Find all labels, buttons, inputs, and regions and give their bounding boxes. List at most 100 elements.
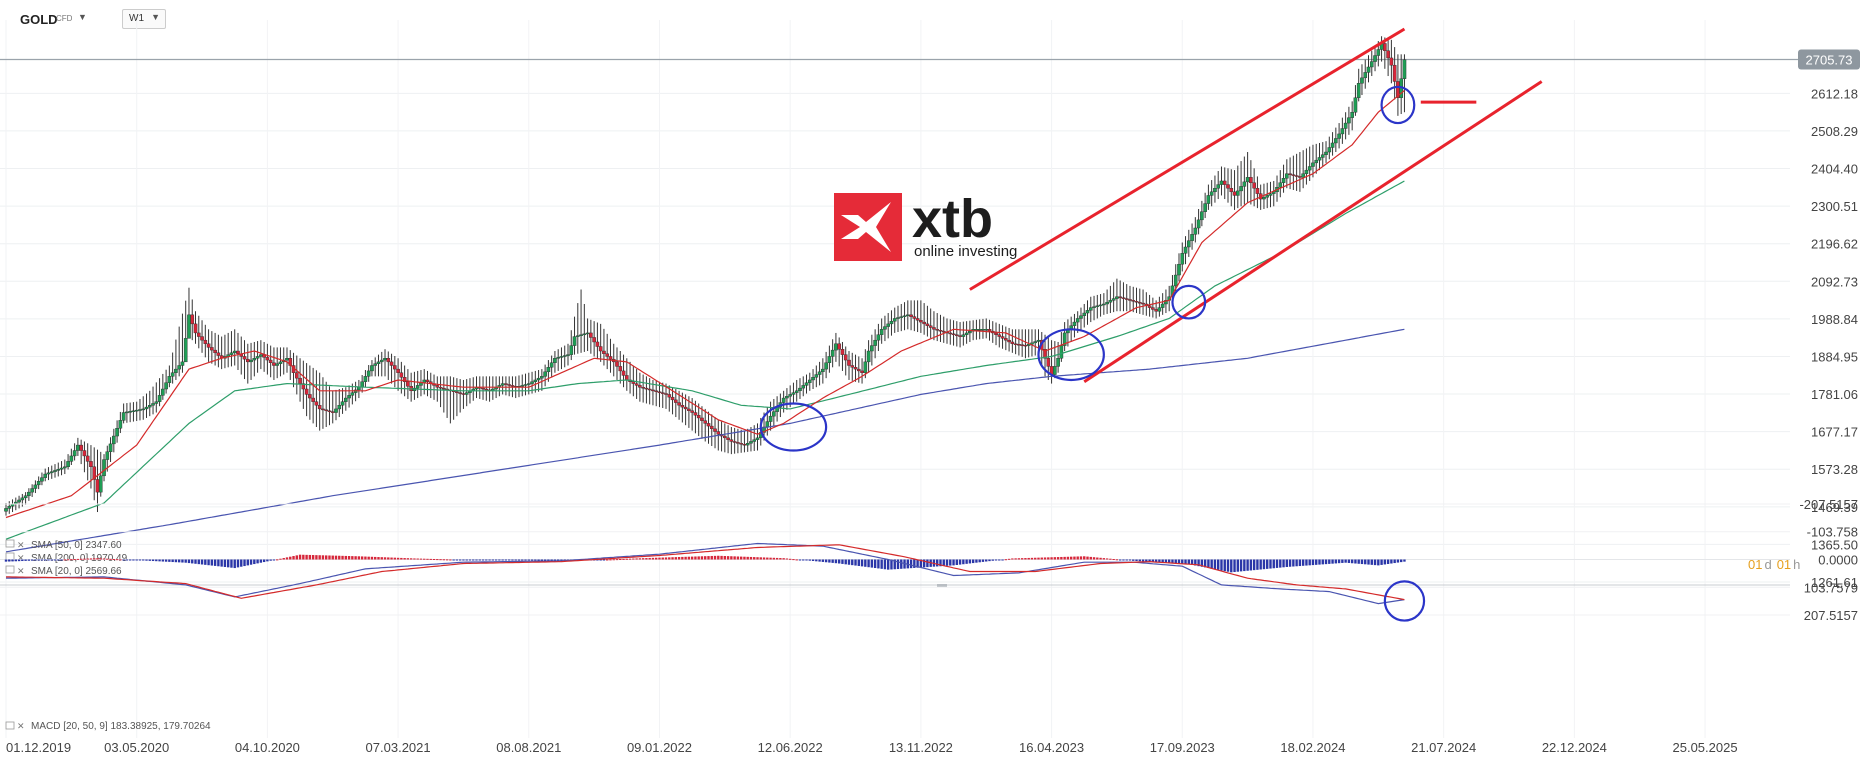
candle-body (1285, 173, 1289, 179)
indicator-remove-icon[interactable]: ✕ (17, 540, 25, 550)
macd-histogram-bar (690, 556, 694, 560)
highlight-circle[interactable] (1171, 284, 1207, 320)
macd-histogram-bar (1324, 559, 1328, 565)
symbol-dropdown-icon[interactable]: ▼ (78, 12, 87, 22)
candle-body (46, 472, 51, 475)
candle-body (1043, 349, 1047, 359)
macd-histogram-bar (1275, 559, 1279, 568)
candle-body (932, 327, 936, 330)
macd-histogram-bar (370, 556, 374, 560)
macd-histogram-bar (998, 559, 1001, 561)
indicator-remove-icon[interactable]: ✕ (17, 566, 25, 576)
candle-body (693, 412, 698, 416)
candle-body (1255, 188, 1260, 194)
xtb-logo: xtb online investing (834, 189, 1017, 261)
time-axis[interactable]: 01.12.2019 03.05.2020 04.10.2020 07.03.2021… (6, 740, 1738, 755)
candle-body (706, 423, 711, 427)
indicator-settings-icon[interactable] (5, 552, 15, 561)
macd-histogram-bar (396, 557, 400, 560)
macd-histogram-bar (240, 559, 243, 567)
candle-body (311, 397, 315, 402)
indicator-remove-icon[interactable]: ✕ (17, 553, 25, 563)
candle-body (1154, 309, 1158, 312)
macd-histogram-bar (1034, 557, 1037, 560)
candle-body (553, 358, 557, 363)
macd-histogram-bar (328, 555, 331, 560)
macd-histogram-bar (720, 555, 723, 560)
candle-body (595, 341, 600, 347)
candle-body (1314, 159, 1319, 164)
macd-histogram-bar (449, 559, 452, 561)
candle-body (196, 332, 201, 337)
macd-histogram-bar (142, 559, 145, 561)
macd-histogram-bar (632, 558, 635, 560)
macd-histogram-bar (488, 559, 491, 561)
candle-body (745, 443, 750, 446)
macd-histogram-bar (762, 557, 766, 560)
candle-body (834, 343, 838, 351)
macd-histogram-bar (357, 556, 361, 560)
macd-settings-icon[interactable] (5, 721, 15, 730)
candle-body (330, 411, 335, 413)
candle-body (664, 393, 668, 395)
candle-body (1033, 341, 1038, 344)
macd-histogram-bar (243, 559, 246, 567)
candle-body (928, 325, 933, 328)
macd-histogram-bar (841, 559, 844, 564)
candle-body (1092, 306, 1096, 308)
candle-body (618, 366, 623, 372)
macd-histogram-bar (1223, 559, 1226, 572)
candle-body (592, 337, 596, 343)
channel-lower-line[interactable] (1083, 80, 1543, 384)
macd-histogram-bar (700, 556, 704, 560)
indicator-settings-icon[interactable] (5, 539, 15, 548)
candle-body (1383, 43, 1387, 51)
highlight-circle[interactable] (1037, 328, 1105, 382)
macd-histogram-bar (63, 559, 67, 561)
macd-histogram-bar (1305, 559, 1308, 566)
candle-body (804, 382, 809, 386)
macd-histogram-bar (1135, 559, 1138, 562)
candle-body (713, 428, 717, 432)
indicator-settings-icon[interactable] (5, 565, 15, 574)
highlight-circle[interactable] (759, 402, 828, 452)
macd-histogram-bar (1174, 559, 1177, 564)
price-tick-label: 2404.40 (1811, 162, 1858, 177)
macd-histogram-bar (880, 559, 883, 569)
candle-body (1124, 298, 1129, 300)
candle-body (115, 428, 119, 437)
macd-histogram-bar (409, 558, 413, 560)
macd-histogram-bar (1328, 559, 1331, 564)
candle-body (1304, 169, 1309, 174)
candle-body (108, 443, 113, 452)
candle-body (1242, 181, 1247, 187)
macd-highlight-circle[interactable] (1383, 580, 1426, 622)
macd-axis[interactable]: 207.5157 103.7579 0.0000 -103.758 -207.5157 (1799, 497, 1858, 623)
macd-histogram-bar (1138, 559, 1141, 562)
macd-histogram-bar (119, 559, 122, 561)
candle-body (1226, 184, 1230, 189)
macd-histogram-bar (602, 559, 606, 561)
candle-body (461, 393, 466, 395)
macd-remove-icon[interactable]: ✕ (17, 721, 25, 731)
candle-body (161, 388, 165, 396)
candle-body (79, 444, 83, 451)
price-axis[interactable]: 2612.18 2508.29 2404.40 2300.51 2196.62 2092.… (1798, 49, 1860, 590)
timeframe-select[interactable]: W1 ▼ (122, 9, 166, 29)
candle-body (1010, 341, 1015, 344)
candle-body (860, 370, 864, 373)
macd-histogram-bar (1154, 559, 1158, 563)
panel-resize-handle[interactable] (937, 584, 947, 587)
candle-body (1392, 64, 1397, 82)
symbol-name[interactable]: GOLD (20, 12, 58, 27)
macd-histogram-bar (197, 559, 200, 565)
macd-histogram-bar (1200, 559, 1204, 567)
macd-histogram-bar (896, 559, 900, 570)
macd-histogram-bar (1380, 559, 1383, 565)
candle-body (654, 390, 659, 393)
candle-body (605, 353, 610, 357)
channel-upper-line[interactable] (969, 27, 1406, 291)
highlight-circle[interactable] (1380, 85, 1416, 125)
candle-body (732, 441, 737, 443)
